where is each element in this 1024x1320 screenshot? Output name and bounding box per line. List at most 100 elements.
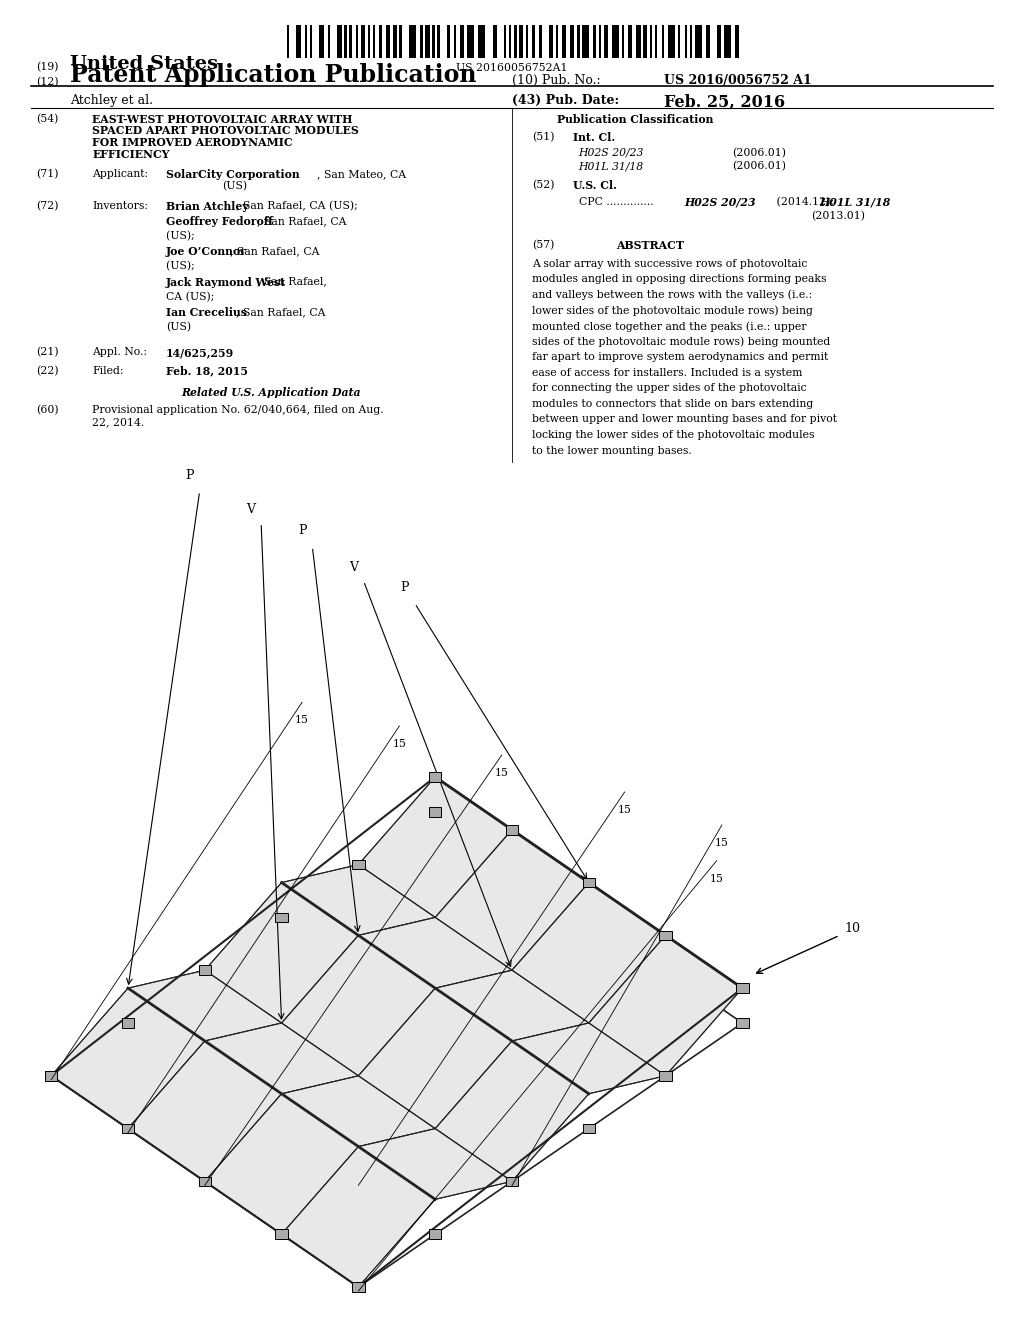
Bar: [305, 25, 307, 58]
Bar: [562, 25, 566, 58]
Text: Publication Classification: Publication Classification: [557, 114, 713, 124]
Bar: [577, 25, 580, 58]
Text: (US);: (US);: [166, 231, 198, 242]
Bar: [310, 25, 312, 58]
FancyBboxPatch shape: [506, 825, 518, 834]
Text: V: V: [349, 561, 357, 574]
Text: 15: 15: [715, 838, 729, 849]
Bar: [532, 25, 535, 58]
Polygon shape: [282, 1147, 435, 1287]
Polygon shape: [128, 1041, 282, 1181]
Bar: [454, 25, 457, 58]
Text: modules to connectors that slide on bars extending: modules to connectors that slide on bars…: [532, 399, 814, 409]
Text: H01L 31/18: H01L 31/18: [819, 197, 891, 207]
Text: Patent Application Publication: Patent Application Publication: [70, 63, 476, 87]
Text: Brian Atchley: Brian Atchley: [166, 201, 249, 211]
Text: (2014.12);: (2014.12);: [773, 197, 838, 207]
FancyBboxPatch shape: [352, 1282, 365, 1292]
Bar: [662, 25, 664, 58]
Bar: [380, 25, 382, 58]
Text: (US): (US): [166, 322, 191, 333]
Bar: [393, 25, 397, 58]
Text: US 20160056752A1: US 20160056752A1: [457, 63, 567, 74]
Bar: [437, 25, 440, 58]
Bar: [514, 25, 517, 58]
Bar: [678, 25, 680, 58]
Text: 15: 15: [710, 874, 724, 884]
Bar: [432, 25, 435, 58]
Bar: [549, 25, 553, 58]
Text: locking the lower sides of the photovoltaic modules: locking the lower sides of the photovolt…: [532, 430, 815, 440]
Text: for connecting the upper sides of the photovoltaic: for connecting the upper sides of the ph…: [532, 383, 807, 393]
Bar: [344, 25, 347, 58]
Polygon shape: [358, 777, 512, 917]
Text: (12): (12): [36, 77, 58, 87]
Text: , San Rafael, CA (US);: , San Rafael, CA (US);: [236, 201, 357, 211]
Text: 15: 15: [495, 768, 509, 779]
Bar: [461, 25, 465, 58]
Bar: [519, 25, 523, 58]
Text: H02S 20/23: H02S 20/23: [579, 148, 644, 158]
Text: H01L 31/18: H01L 31/18: [579, 161, 644, 172]
Bar: [684, 25, 687, 58]
Text: FOR IMPROVED AERODYNAMIC: FOR IMPROVED AERODYNAMIC: [92, 137, 293, 148]
Bar: [689, 25, 692, 58]
Bar: [526, 25, 528, 58]
FancyBboxPatch shape: [45, 1071, 57, 1081]
Bar: [509, 25, 512, 58]
Text: Ian Crecelius: Ian Crecelius: [166, 306, 247, 318]
Polygon shape: [205, 1023, 358, 1094]
FancyBboxPatch shape: [275, 1229, 288, 1239]
FancyBboxPatch shape: [352, 859, 365, 870]
Text: (51): (51): [532, 132, 555, 143]
Polygon shape: [128, 970, 282, 1041]
Bar: [643, 25, 647, 58]
Text: Related U.S. Application Data: Related U.S. Application Data: [181, 387, 361, 397]
FancyBboxPatch shape: [736, 1018, 749, 1028]
Text: 10: 10: [845, 923, 861, 936]
Bar: [539, 25, 542, 58]
Polygon shape: [51, 989, 205, 1129]
Bar: [735, 25, 739, 58]
Text: 15: 15: [617, 805, 632, 816]
Text: Atchley et al.: Atchley et al.: [70, 94, 153, 107]
Text: (57): (57): [532, 240, 555, 251]
Text: SolarCity Corporation: SolarCity Corporation: [166, 169, 299, 180]
Bar: [668, 25, 675, 58]
Text: between upper and lower mounting bases and for pivot: between upper and lower mounting bases a…: [532, 414, 838, 425]
Text: (2013.01): (2013.01): [811, 211, 865, 222]
Text: ease of access for installers. Included is a system: ease of access for installers. Included …: [532, 368, 803, 378]
Bar: [373, 25, 376, 58]
Bar: [338, 25, 342, 58]
Bar: [386, 25, 390, 58]
Text: (22): (22): [36, 366, 58, 376]
Text: (19): (19): [36, 62, 58, 73]
Bar: [636, 25, 640, 58]
Text: and valleys between the rows with the valleys (i.e.:: and valleys between the rows with the va…: [532, 290, 813, 301]
Text: V: V: [247, 503, 255, 516]
Text: SPACED APART PHOTOVOLTAIC MODULES: SPACED APART PHOTOVOLTAIC MODULES: [92, 125, 358, 136]
Bar: [598, 25, 601, 58]
Polygon shape: [435, 970, 589, 1041]
Polygon shape: [282, 936, 435, 1076]
Text: (52): (52): [532, 180, 555, 190]
Text: Int. Cl.: Int. Cl.: [573, 132, 615, 143]
Bar: [611, 25, 618, 58]
Bar: [570, 25, 574, 58]
Bar: [349, 25, 352, 58]
Text: modules angled in opposing directions forming peaks: modules angled in opposing directions fo…: [532, 275, 827, 284]
FancyBboxPatch shape: [352, 1282, 365, 1292]
Bar: [593, 25, 596, 58]
Text: US 2016/0056752 A1: US 2016/0056752 A1: [664, 74, 811, 87]
Text: (2006.01): (2006.01): [732, 161, 786, 172]
Text: (60): (60): [36, 405, 58, 416]
Text: (2006.01): (2006.01): [732, 148, 786, 158]
Bar: [399, 25, 402, 58]
Text: Filed:: Filed:: [92, 366, 124, 376]
Bar: [717, 25, 721, 58]
Bar: [426, 25, 430, 58]
Text: 14/625,259: 14/625,259: [166, 347, 234, 358]
Polygon shape: [205, 883, 358, 1023]
Bar: [622, 25, 624, 58]
Text: , San Rafael, CA: , San Rafael, CA: [236, 306, 326, 317]
